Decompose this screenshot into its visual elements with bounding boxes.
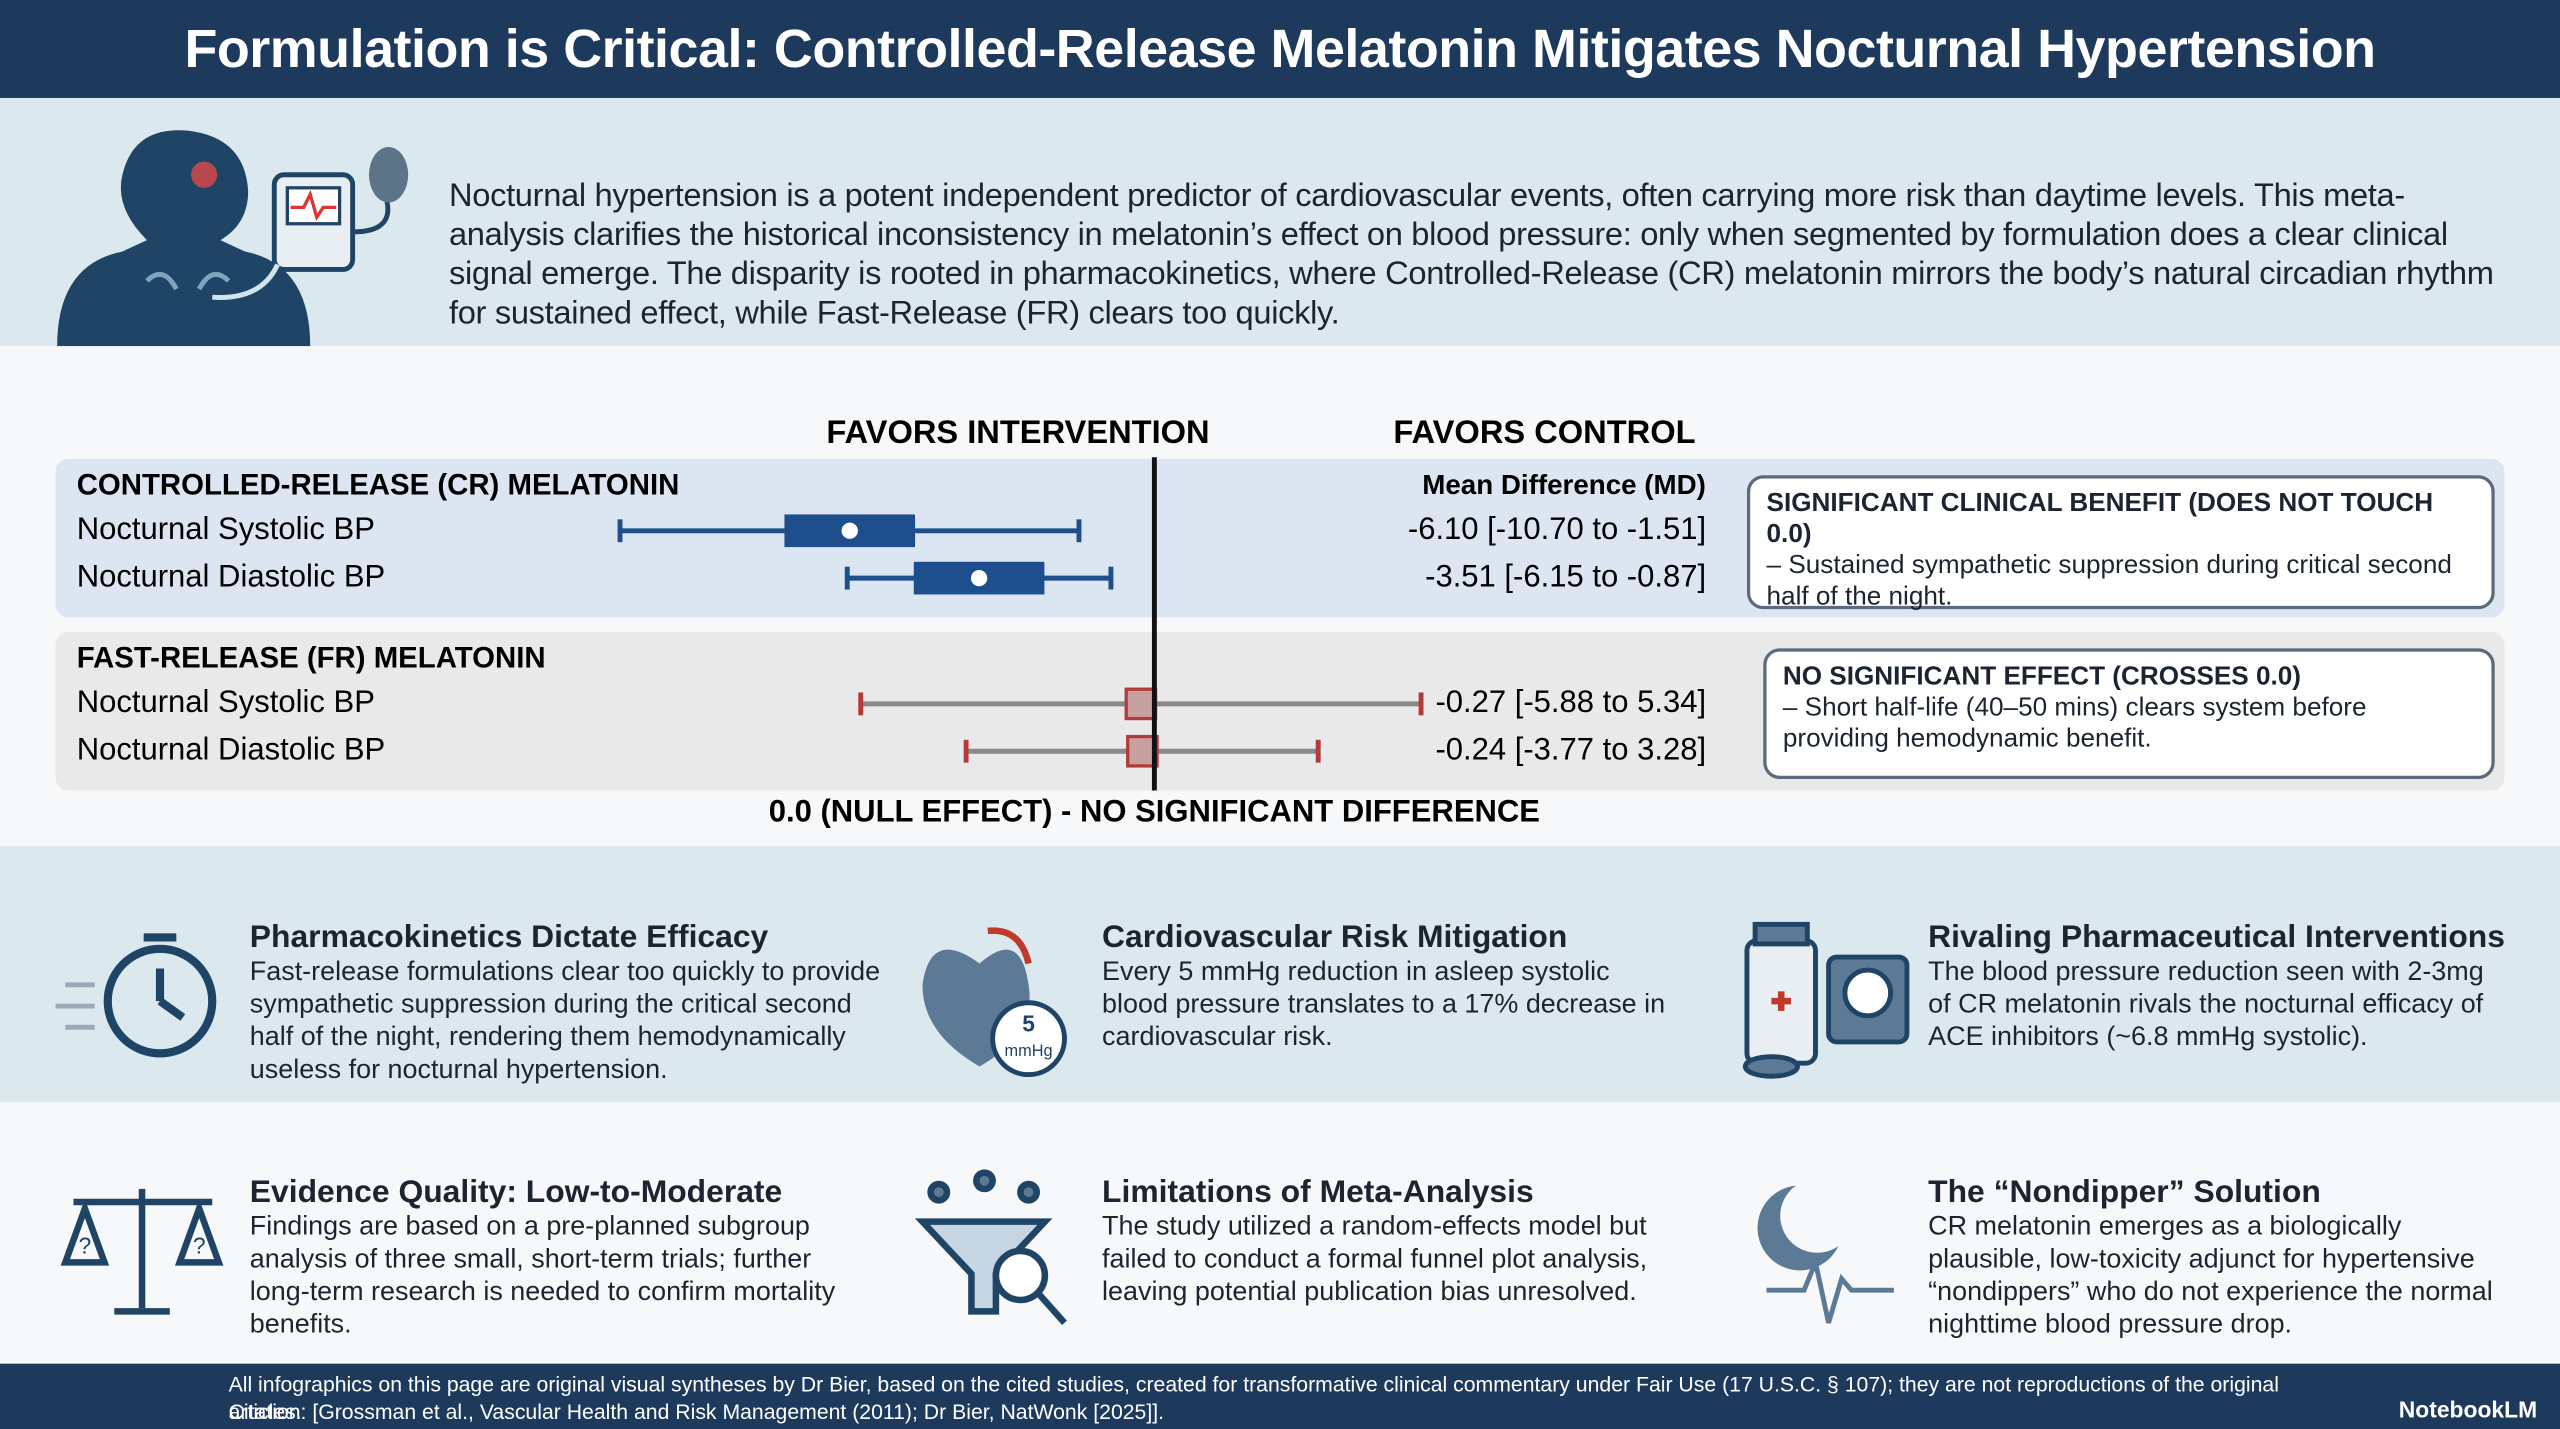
value-label: -3.51 [-6.15 to -0.87] (1425, 558, 1706, 593)
row-label: Nocturnal Diastolic BP (77, 731, 386, 766)
null-label: 0.0 (NULL EFFECT) - NO SIGNIFICANT DIFFE… (769, 793, 1540, 828)
brand: NotebookLM (2398, 1396, 2538, 1423)
finding: The “Nondipper” Solution CR melatonin eme… (1928, 1174, 2508, 1341)
finding-text: The blood pressure reduction seen with 2… (1928, 957, 2484, 1052)
finding-icons: 5 mmHg ? ? (55, 921, 1910, 1326)
icon-mark: ? (79, 1233, 92, 1259)
row-label: Nocturnal Systolic BP (77, 684, 375, 719)
medication-icon (1742, 921, 1910, 1079)
intro-icon (57, 130, 409, 347)
citation: Citation: [Grossman et al., Vascular Hea… (228, 1399, 1165, 1425)
finding: Cardiovascular Risk Mitigation Every 5 mm… (1102, 919, 1665, 1053)
callout: SIGNIFICANT CLINICAL BENEFIT (DOES NOT T… (1746, 475, 2495, 611)
point-dot (841, 522, 858, 539)
icon-unit: mmHg (1005, 1042, 1053, 1060)
finding-title: Cardiovascular Risk Mitigation (1102, 919, 1568, 956)
finding-title: Rivaling Pharmaceutical Interventions (1928, 919, 2505, 956)
icon-mark: ? (193, 1233, 206, 1259)
value-label: -6.10 [-10.70 to -1.51] (1408, 511, 1706, 546)
finding-text: Every 5 mmHg reduction in asleep systoli… (1102, 957, 1666, 1052)
finding-text: CR melatonin emerges as a biologically p… (1928, 1211, 2493, 1340)
footer: All infographics on this page are origin… (0, 1363, 2560, 1429)
findings-band (0, 1102, 2560, 1364)
finding: Evidence Quality: Low-to-Moderate Finding… (250, 1174, 854, 1341)
stopwatch-icon (55, 933, 217, 1058)
row-label: Nocturnal Diastolic BP (77, 558, 386, 593)
title-bar: Formulation is Critical: Controlled-Rele… (0, 0, 2560, 98)
finding: Limitations of Meta-Analysis The study ut… (1102, 1174, 1665, 1308)
finding-text: The study utilized a random-effects mode… (1102, 1211, 1648, 1307)
intro-text: Nocturnal hypertension is a potent indep… (448, 178, 2494, 332)
intro-band: Nocturnal hypertension is a potent indep… (0, 97, 2560, 347)
direction-label: FAVORS INTERVENTION (826, 413, 1209, 450)
callout: NO SIGNIFICANT EFFECT (CROSSES 0.0) – Sho… (1763, 648, 2495, 780)
column-header: Mean Difference (MD) (1422, 469, 1706, 500)
point-dot (970, 569, 988, 587)
finding-text: Fast-release formulations clear too quic… (249, 957, 881, 1085)
funnel-icon (914, 1169, 1067, 1326)
finding-title: Pharmacokinetics Dictate Efficacy (249, 919, 769, 956)
finding-text: Findings are based on a pre-planned subg… (249, 1211, 836, 1340)
finding: Rivaling Pharmaceutical Interventions The… (1928, 919, 2508, 1053)
title: Formulation is Critical: Controlled-Rele… (184, 17, 2376, 79)
disclaimer: All infographics on this page are origin… (228, 1371, 2279, 1425)
findings-band (0, 845, 2560, 1103)
point-estimate (1124, 687, 1158, 721)
finding-title: Limitations of Meta-Analysis (1102, 1174, 1534, 1211)
callout-text: – Short half-life (40–50 mins) clears sy… (1782, 694, 2367, 753)
row-label: Nocturnal Systolic BP (77, 511, 375, 546)
callout-text: – Sustained sympathetic suppression duri… (1766, 552, 2452, 611)
callout-title: NO SIGNIFICANT EFFECT (CROSSES 0.0) (1782, 663, 2301, 691)
finding-title: Evidence Quality: Low-to-Moderate (249, 1174, 783, 1211)
finding-title: The “Nondipper” Solution (1928, 1174, 2321, 1211)
group-name: FAST-RELEASE (FR) MELATONIN (77, 642, 546, 675)
group-name: CONTROLLED-RELEASE (CR) MELATONIN (77, 468, 680, 501)
forest-section: CONTROLLED-RELEASE (CR) MELATONIN Nocturn… (0, 346, 2560, 846)
direction-label: FAVORS CONTROL (1393, 413, 1695, 450)
moon-icon (1757, 1185, 1894, 1324)
value-label: -0.27 [-5.88 to 5.34] (1435, 684, 1706, 719)
callout-title: SIGNIFICANT CLINICAL BENEFIT (DOES NOT T… (1766, 489, 2434, 549)
scales-icon: ? ? (60, 1188, 224, 1315)
heart-icon: 5 mmHg (922, 927, 1067, 1078)
icon-number: 5 (1022, 1011, 1035, 1037)
value-label: -0.24 [-3.77 to 3.28] (1435, 731, 1706, 766)
finding: Pharmacokinetics Dictate Efficacy Fast-re… (250, 919, 895, 1086)
